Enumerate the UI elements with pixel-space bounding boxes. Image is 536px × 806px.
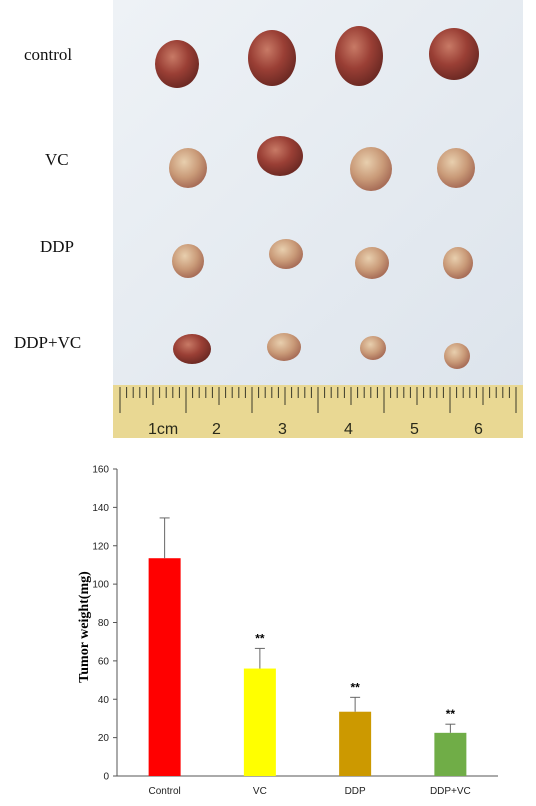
ruler-label-6: 6 [474,421,483,438]
ruler-label-1cm: 1cm [148,421,178,438]
bar-vc [243,668,276,776]
ruler: 1cm 2 3 4 5 6 [113,385,523,438]
y-tick-label: 160 [92,465,109,476]
tumor-control-4 [429,28,479,80]
x-tick-label: DDP+VC [430,786,471,797]
tumor-photo-panel: control VC DDP DDP+VC 1cm 2 3 4 5 6 [14,0,523,438]
tumor-control-2 [248,30,296,86]
y-tick-label: 80 [98,618,110,629]
row-label-vc: VC [45,150,69,169]
x-tick-label: VC [253,786,267,797]
tumor-control-3 [335,26,383,86]
tumor-ddpvc-3 [360,336,386,360]
y-tick-label: 60 [98,656,110,667]
ruler-label-2: 2 [212,421,221,438]
y-tick-label: 40 [98,695,110,706]
y-axis-label: Tumor weight(mg) [77,571,92,683]
y-tick-label: 20 [98,733,110,744]
ruler-label-4: 4 [344,421,353,438]
tumor-vc-3 [350,147,392,191]
tumor-vc-1 [169,148,207,188]
tumor-ddp-1 [172,244,204,278]
y-tick-label: 100 [92,580,109,591]
significance-label: ** [446,707,456,721]
tumor-control-1 [155,40,199,88]
chart-bars: ** ** ** [148,517,467,776]
significance-label: ** [255,631,265,645]
ruler-label-3: 3 [278,421,287,438]
bar-control [148,558,181,776]
significance-label: ** [350,680,360,694]
y-tick-label: 120 [92,541,109,552]
x-tick-label: DDP [345,786,366,797]
ruler-label-5: 5 [410,421,419,438]
tumor-ddp-4 [443,247,473,279]
x-tick-label: Control [149,786,181,797]
tumor-ddp-2 [269,239,303,269]
row-label-ddp: DDP [40,237,74,256]
row-label-control: control [24,45,72,64]
tumor-ddpvc-1 [173,334,211,364]
y-tick-label: 140 [92,503,109,514]
bar-ddp [339,711,372,776]
tumor-ddp-3 [355,247,389,279]
y-tick-label: 0 [103,772,109,783]
tumor-vc-4 [437,148,475,188]
tumor-ddpvc-2 [267,333,301,361]
tumor-vc-2 [257,136,303,176]
tumor-ddpvc-4 [444,343,470,369]
row-label-ddp-vc: DDP+VC [14,333,81,352]
ruler-ticks [119,387,517,413]
bar-ddp-vc [434,732,467,776]
